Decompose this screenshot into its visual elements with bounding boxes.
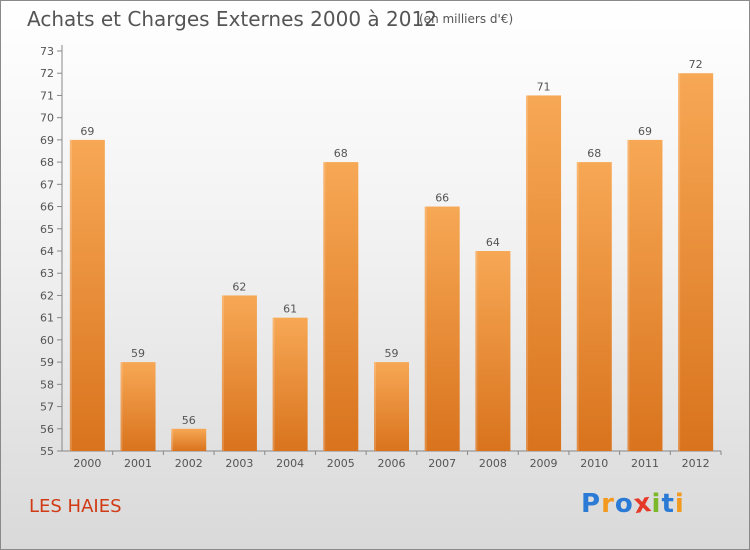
x-tick-label: 2004 [276,457,304,470]
data-label: 61 [283,303,297,316]
x-tick-label: 2003 [225,457,253,470]
data-label: 66 [435,192,449,205]
x-tick-label: 2009 [530,457,558,470]
bar [627,139,663,451]
y-tick-label: 64 [40,245,54,258]
logo-letter: i [674,489,685,519]
y-tick-label: 67 [40,178,54,191]
bar [69,139,105,451]
bars: 69 59 56 62 61 68 59 66 64 71 68 69 72 [69,58,714,451]
y-tick-label: 61 [40,312,54,325]
logo-letter: t [661,489,675,519]
bar [678,73,714,451]
y-tick-label: 66 [40,201,54,214]
x-tick-label: 2005 [327,457,355,470]
bar [171,428,207,451]
data-label: 62 [232,280,246,293]
y-tick-label: 60 [40,334,54,347]
logo-letter: r [601,489,615,519]
y-tick-label: 72 [40,67,54,80]
x-tick-label: 2008 [479,457,507,470]
data-label: 69 [638,125,652,138]
bar-highlight [272,317,275,451]
unit-note: (en milliers d'€) [419,12,514,26]
bar [374,362,409,451]
x-tick-label: 2012 [682,457,710,470]
data-label: 71 [537,80,551,93]
y-tick-label: 62 [40,289,54,302]
bar-highlight [69,139,72,451]
bar [272,317,308,451]
bar-highlight [120,362,123,451]
x-tick-label: 2007 [428,457,456,470]
y-tick-label: 55 [40,445,54,458]
y-tick-label: 70 [40,112,54,125]
x-tick-label: 2010 [580,457,608,470]
chart-title: Achats et Charges Externes 2000 à 2012 [27,7,437,31]
bar-highlight [526,95,529,451]
y-tick-label: 68 [40,156,54,169]
data-label: 68 [587,147,601,160]
bar [576,162,612,451]
logo-letter: P [581,489,602,519]
data-label: 69 [80,125,94,138]
y-tick-label: 71 [40,89,54,102]
data-label: 68 [334,147,348,160]
x-tick-label: 2001 [124,457,152,470]
y-tick-label: 63 [40,267,54,280]
data-label: 59 [131,347,145,360]
logo-letter: o [614,489,634,519]
x-tick-label: 2011 [631,457,659,470]
y-tick-label: 58 [40,378,54,391]
x-tick-label: 2002 [175,457,203,470]
bar [323,162,359,451]
bar-highlight [323,162,326,451]
bar [526,95,562,451]
proxiti-logo[interactable]: Proxiti [581,487,685,521]
bar-highlight [424,206,427,451]
bar [475,251,511,451]
data-label: 59 [385,347,399,360]
data-label: 56 [182,414,196,427]
bar-highlight [475,251,478,451]
bar [221,295,257,451]
bar-highlight [374,362,376,451]
y-tick-label: 59 [40,356,54,369]
bar-highlight [627,139,630,451]
data-label: 72 [689,58,703,71]
x-tick-label: 2000 [73,457,101,470]
bar-highlight [171,428,174,451]
bar [120,362,156,451]
x-tick-label: 2006 [378,457,406,470]
bar [424,206,460,451]
commune-name: LES HAIES [29,496,122,517]
logo-letter: x [631,487,654,521]
y-tick-label: 57 [40,401,54,414]
y-tick-label: 69 [40,134,54,147]
bar-highlight [576,162,579,451]
data-label: 64 [486,236,500,249]
y-tick-label: 73 [40,45,54,58]
bar-highlight [678,73,681,451]
logo-letter: i [651,489,662,519]
y-tick-label: 65 [40,223,54,236]
y-tick-label: 56 [40,423,54,436]
axes: 55 56 57 58 59 60 61 62 63 64 65 66 67 68 69 70 71 72 73 20… [40,45,722,470]
bar-highlight [221,295,224,451]
